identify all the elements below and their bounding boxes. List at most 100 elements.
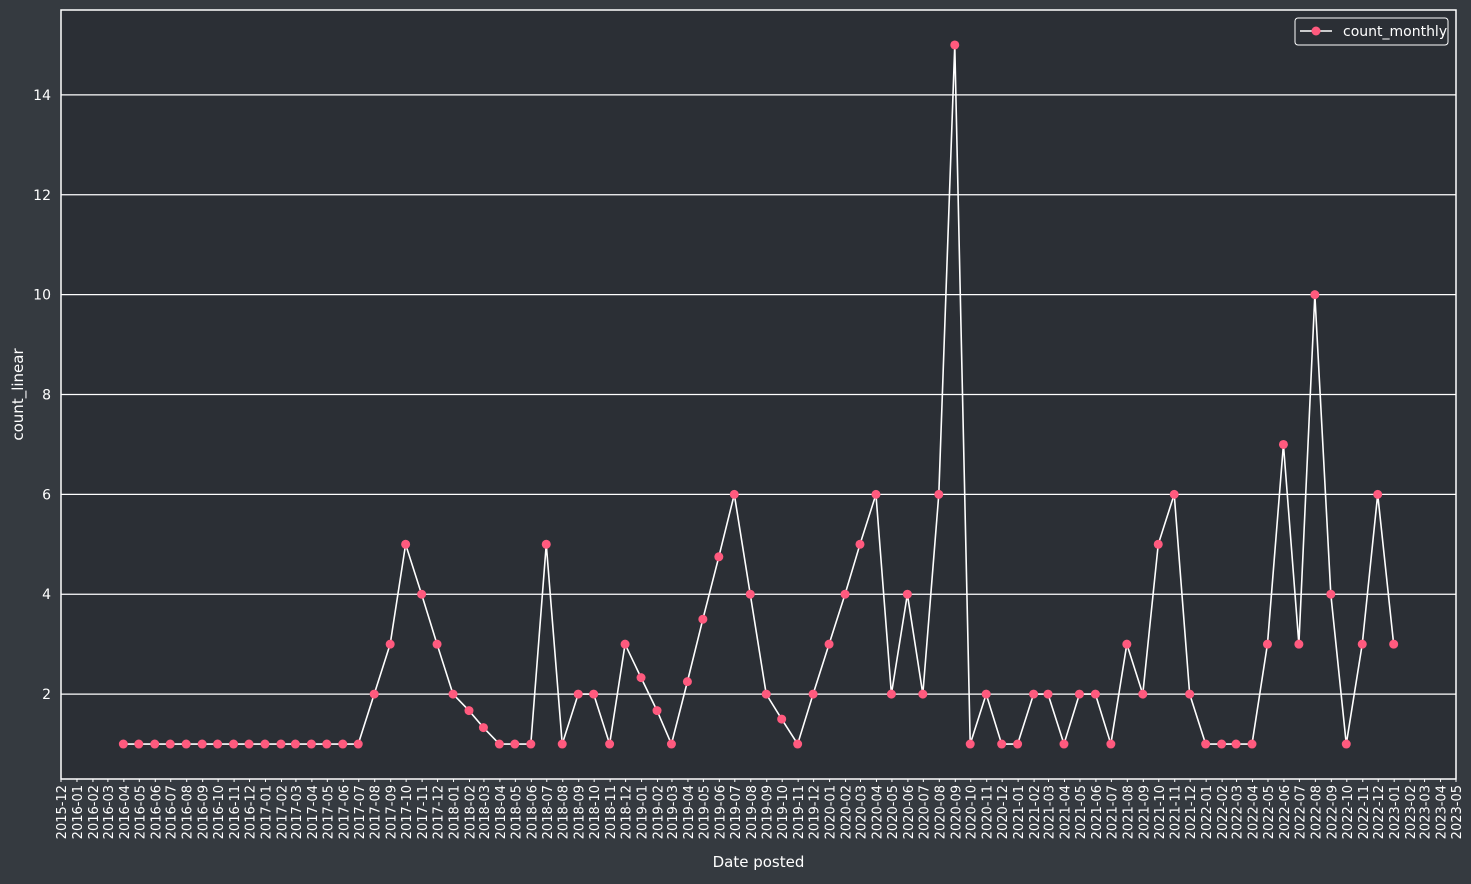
x-tick-label: 2020-04 xyxy=(870,785,885,839)
data-point xyxy=(902,589,912,599)
data-point xyxy=(150,739,160,749)
x-tick-label: 2018-12 xyxy=(620,785,635,839)
data-point xyxy=(478,723,488,733)
x-tick-label: 2021-11 xyxy=(1169,785,1184,839)
x-tick-label: 2018-06 xyxy=(525,785,540,839)
x-tick-label: 2016-04 xyxy=(118,785,133,839)
data-point xyxy=(745,589,755,599)
data-point xyxy=(260,739,270,749)
y-tick-label: 12 xyxy=(33,188,51,204)
x-tick-label: 2020-05 xyxy=(886,785,901,839)
x-tick-label: 2021-06 xyxy=(1090,785,1105,839)
data-point xyxy=(824,639,834,649)
x-tick-label: 2019-02 xyxy=(652,785,667,839)
data-point xyxy=(290,739,300,749)
x-axis-label: Date posted xyxy=(713,853,805,871)
x-tick-label: 2021-10 xyxy=(1153,785,1168,839)
y-tick-label: 8 xyxy=(42,388,51,404)
data-point xyxy=(1090,689,1100,699)
data-point xyxy=(666,739,676,749)
x-tick-label: 2021-12 xyxy=(1184,785,1199,839)
x-axis: 2015-12 2016-01 2016-02 2016-03 2016-04 2016-… xyxy=(55,779,1465,839)
x-tick-label: 2017-07 xyxy=(353,785,368,839)
data-point xyxy=(557,739,567,749)
data-point xyxy=(276,739,286,749)
x-tick-label: 2018-10 xyxy=(588,785,603,839)
data-point xyxy=(652,706,662,716)
data-point xyxy=(1169,489,1179,499)
data-point xyxy=(338,739,348,749)
x-tick-label: 2016-09 xyxy=(197,785,212,839)
x-tick-label: 2021-08 xyxy=(1121,785,1136,839)
x-tick-label: 2018-05 xyxy=(509,785,524,839)
data-point xyxy=(1373,489,1383,499)
data-point xyxy=(1201,739,1211,749)
x-tick-label: 2018-03 xyxy=(478,785,493,839)
x-tick-label: 2016-11 xyxy=(228,785,243,839)
data-point xyxy=(118,739,128,749)
x-tick-label: 2017-04 xyxy=(306,785,321,839)
data-point xyxy=(448,689,458,699)
series-line xyxy=(123,44,1395,745)
data-point xyxy=(1310,290,1320,300)
x-tick-label: 2022-01 xyxy=(1200,785,1215,839)
x-tick-label: 2022-02 xyxy=(1216,785,1231,839)
legend-marker-swatch xyxy=(1311,26,1321,36)
data-point xyxy=(1106,739,1116,749)
x-tick-label: 2016-06 xyxy=(149,785,164,839)
data-point xyxy=(997,739,1007,749)
y-tick-label: 14 xyxy=(33,88,51,104)
data-point xyxy=(432,639,442,649)
x-tick-label: 2022-12 xyxy=(1372,785,1387,839)
plot-frame xyxy=(60,9,1457,780)
x-tick-label: 2023-03 xyxy=(1419,785,1434,839)
x-tick-label: 2016-07 xyxy=(165,785,180,839)
data-point xyxy=(808,689,818,699)
x-tick-label: 2018-01 xyxy=(448,785,463,839)
x-tick-label: 2020-07 xyxy=(917,785,932,839)
data-point xyxy=(244,739,254,749)
x-tick-label: 2020-01 xyxy=(824,785,839,839)
x-tick-label: 2016-12 xyxy=(244,785,259,839)
x-tick-label: 2019-11 xyxy=(792,785,807,839)
data-point xyxy=(1138,689,1148,699)
data-point xyxy=(1294,639,1304,649)
x-tick-label: 2015-12 xyxy=(55,785,70,839)
data-point xyxy=(1074,689,1084,699)
data-point xyxy=(510,739,520,749)
x-tick-label: 2017-09 xyxy=(385,785,400,839)
data-point xyxy=(871,489,881,499)
x-tick-label: 2022-10 xyxy=(1341,785,1356,839)
data-point xyxy=(526,739,536,749)
x-tick-label: 2022-11 xyxy=(1357,785,1372,839)
x-tick-label: 2016-05 xyxy=(133,785,148,839)
data-point xyxy=(934,489,944,499)
x-tick-label: 2022-04 xyxy=(1247,785,1262,839)
x-tick-label: 2019-05 xyxy=(697,785,712,839)
legend: count_monthly xyxy=(1294,17,1449,46)
data-point xyxy=(714,552,724,562)
data-point xyxy=(1043,689,1053,699)
x-tick-label: 2019-10 xyxy=(776,785,791,839)
x-tick-label: 2019-04 xyxy=(682,785,697,839)
x-tick-label: 2016-08 xyxy=(181,785,196,839)
data-point xyxy=(682,677,692,687)
data-point xyxy=(322,739,332,749)
x-tick-label: 2020-02 xyxy=(840,785,855,839)
data-point xyxy=(918,689,928,699)
x-tick-label: 2018-08 xyxy=(557,785,572,839)
x-tick-label: 2017-03 xyxy=(290,785,305,839)
x-tick-label: 2019-12 xyxy=(808,785,823,839)
x-tick-label: 2018-11 xyxy=(604,785,619,839)
x-tick-label: 2016-03 xyxy=(102,785,117,839)
data-point xyxy=(886,689,896,699)
data-point xyxy=(1029,689,1039,699)
y-axis-label: count_linear xyxy=(9,348,28,441)
data-point xyxy=(1247,739,1257,749)
data-point xyxy=(965,739,975,749)
data-point xyxy=(981,689,991,699)
x-tick-label: 2017-12 xyxy=(432,785,447,839)
x-tick-label: 2016-01 xyxy=(71,785,86,839)
